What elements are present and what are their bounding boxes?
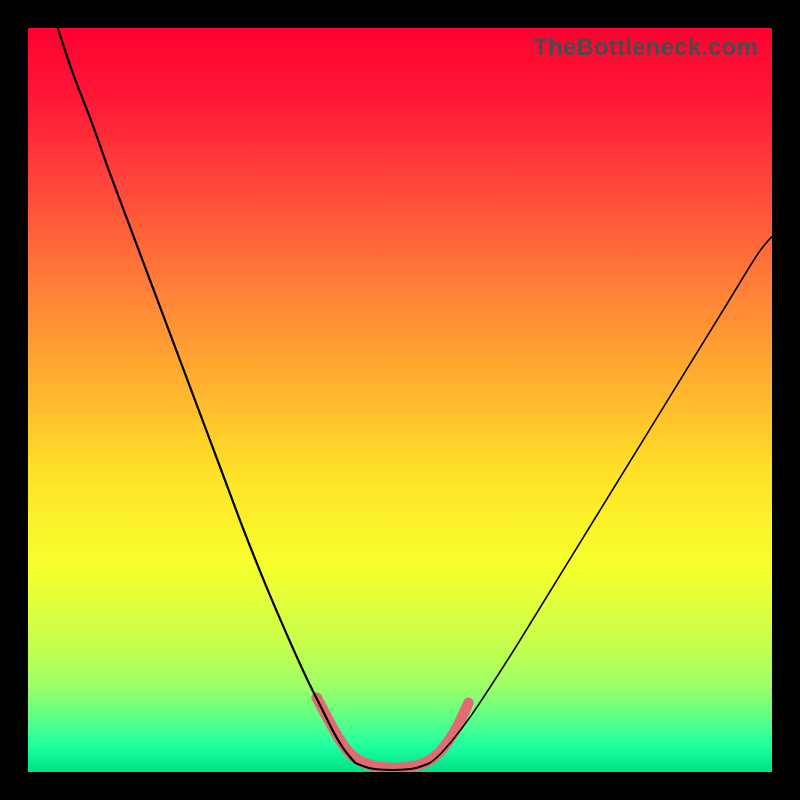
curve-right — [430, 236, 772, 763]
watermark-text: TheBottleneck.com — [533, 34, 758, 62]
curve-left — [58, 28, 356, 763]
plot-area: TheBottleneck.com — [28, 28, 772, 772]
chart-frame: TheBottleneck.com — [0, 0, 800, 800]
highlight-segment — [317, 698, 469, 768]
curve-layer — [28, 28, 772, 772]
